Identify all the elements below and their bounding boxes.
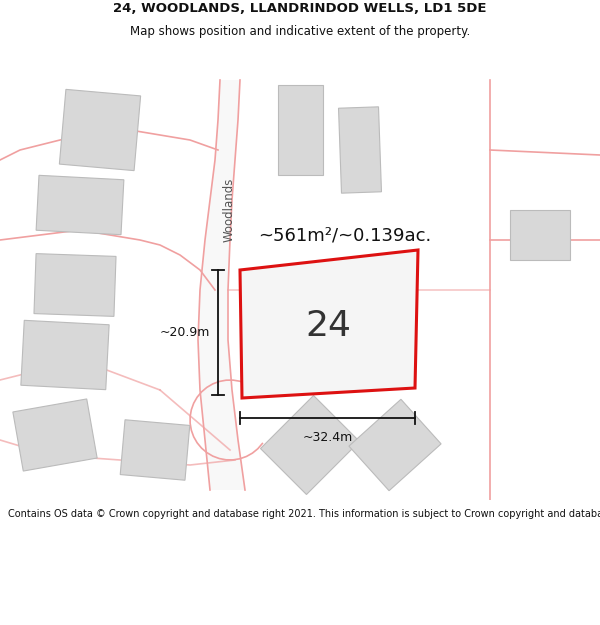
Text: 24: 24 (306, 309, 352, 344)
Polygon shape (198, 80, 245, 490)
Polygon shape (240, 250, 418, 398)
Text: Map shows position and indicative extent of the property.: Map shows position and indicative extent… (130, 25, 470, 38)
Polygon shape (21, 321, 109, 389)
Text: ~32.4m: ~32.4m (302, 431, 353, 444)
Text: ~561m²/~0.139ac.: ~561m²/~0.139ac. (258, 226, 431, 244)
Text: Woodlands: Woodlands (223, 177, 235, 242)
Polygon shape (277, 85, 323, 175)
Polygon shape (36, 176, 124, 234)
Text: Contains OS data © Crown copyright and database right 2021. This information is : Contains OS data © Crown copyright and d… (8, 509, 600, 519)
Polygon shape (510, 210, 570, 260)
Text: 24, WOODLANDS, LLANDRINDOD WELLS, LD1 5DE: 24, WOODLANDS, LLANDRINDOD WELLS, LD1 5D… (113, 2, 487, 15)
Polygon shape (34, 254, 116, 316)
Polygon shape (338, 107, 382, 193)
Polygon shape (13, 399, 97, 471)
Text: ~20.9m: ~20.9m (160, 326, 210, 339)
Polygon shape (260, 396, 359, 494)
Polygon shape (120, 420, 190, 480)
Polygon shape (349, 399, 441, 491)
Polygon shape (59, 89, 140, 171)
